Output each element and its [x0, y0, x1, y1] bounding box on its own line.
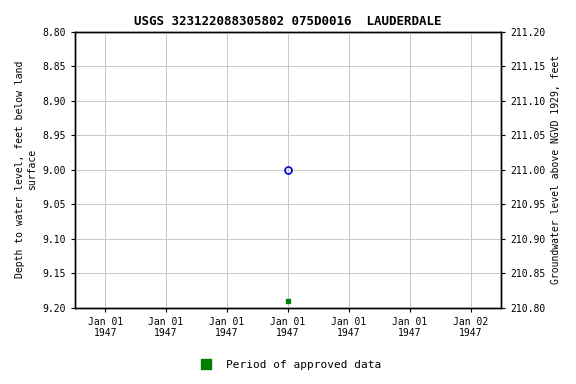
Legend: Period of approved data: Period of approved data	[191, 356, 385, 375]
Y-axis label: Groundwater level above NGVD 1929, feet: Groundwater level above NGVD 1929, feet	[551, 55, 561, 285]
Y-axis label: Depth to water level, feet below land
surface: Depth to water level, feet below land su…	[15, 61, 37, 278]
Title: USGS 323122088305802 075D0016  LAUDERDALE: USGS 323122088305802 075D0016 LAUDERDALE	[134, 15, 442, 28]
